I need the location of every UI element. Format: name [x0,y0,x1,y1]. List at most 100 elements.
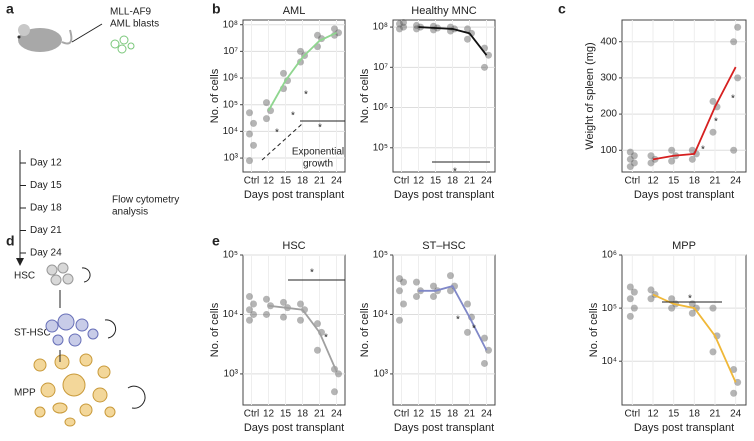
y-axis-label: No. of cells [209,302,221,357]
trend-line [652,66,737,161]
replicate-point [430,282,437,290]
y-tick-label: 10⁸ [373,22,388,33]
replicate-point [630,304,638,312]
label: analysis [112,207,148,218]
y-tick-label: 10⁴ [223,309,238,320]
replicate-point [331,25,338,33]
x-tick-label: 15 [430,409,442,420]
replicate-point [668,157,676,165]
replicate-point [626,163,634,171]
replicate-point [280,313,287,321]
replicate-point [263,115,270,123]
trend-line [418,26,488,56]
replicate-point [413,293,420,301]
replicate-point [647,152,655,160]
replicate-point [297,300,304,308]
st-hsc-cells [45,313,99,347]
replicate-point [400,300,407,308]
y-tick-label: 10⁶ [373,102,388,113]
chart-title: HSC [282,240,305,252]
x-tick-label: Ctrl [625,176,641,187]
x-tick-label: 18 [689,176,701,187]
replicate-point [734,23,742,31]
replicate-point [314,31,321,39]
replicate-point [626,283,634,291]
replicate-point [447,272,454,280]
replicate-point [630,159,638,167]
y-tick-label: 400 [600,36,617,47]
replicate-point [396,20,403,28]
y-tick-label: 10⁶ [602,250,617,261]
timeline-arrow [16,258,24,266]
panel-letter: b [212,1,221,17]
chart-title: ST–HSC [422,240,465,252]
x-tick-label: 24 [481,176,493,187]
replicate-point [464,300,471,308]
x-tick-label: 12 [263,409,275,420]
replicate-point [246,157,253,165]
y-tick-label: 10⁵ [373,142,388,153]
chart-title: MPP [672,240,696,252]
replicate-point [709,128,717,136]
x-tick-label: 18 [297,409,309,420]
replicate-point [263,99,270,107]
replicate-point [400,23,407,31]
replicate-point [246,293,253,301]
replicate-point [734,74,742,82]
x-tick-label: 12 [413,176,425,187]
label: MLL-AF9 [110,7,152,18]
x-tick-label: 18 [447,409,459,420]
y-tick-label: 300 [600,73,617,84]
trend-line [418,285,488,351]
replicate-point [246,109,253,117]
replicate-point [730,38,738,46]
replicate-point [626,295,634,303]
x-tick-label: Ctrl [244,176,260,187]
y-tick-label: 10⁵ [223,99,238,110]
plot-area [392,19,496,173]
replicate-point [668,146,676,154]
x-axis-label: Days post transplant [244,189,344,201]
x-tick-label: 15 [668,409,680,420]
annotation: * [472,324,476,335]
y-tick-label: 10⁶ [223,73,238,84]
chart-title: Healthy MNC [411,5,476,17]
y-tick-label: 10⁵ [223,250,238,261]
x-tick-label: Ctrl [244,409,260,420]
day-label: Day 18 [30,203,62,214]
replicate-point [688,155,696,163]
x-tick-label: 24 [331,409,343,420]
y-tick-label: 10⁴ [602,356,617,367]
x-tick-label: 21 [314,409,326,420]
replicate-point [668,304,676,312]
replicate-point [630,152,638,160]
y-axis-label: Weight of spleen (mg) [584,42,596,149]
replicate-point [485,51,492,59]
replicate-point [630,288,638,296]
plot-area [621,19,747,173]
replicate-point [250,310,257,318]
replicate-point [297,47,304,55]
annotation: * [324,333,328,344]
day-label: Day 21 [30,225,62,236]
replicate-point [709,97,717,105]
x-tick-label: Ctrl [394,176,410,187]
annotation: * [701,145,705,156]
x-tick-label: 15 [280,409,292,420]
replicate-point [396,316,403,324]
replicate-point [400,19,407,27]
y-tick-label: 10⁷ [223,46,238,57]
replicate-point [263,310,270,318]
x-axis-label: Days post transplant [394,422,494,434]
guide-line [261,123,303,161]
replicate-point [447,287,454,295]
replicate-point [481,334,488,342]
replicate-point [335,29,342,37]
x-tick-label: 24 [730,409,742,420]
replicate-point [485,346,492,354]
replicate-point [250,300,257,308]
x-axis-label: Days post transplant [634,422,734,434]
replicate-point [709,304,717,312]
replicate-point [396,275,403,283]
chart-title: AML [283,5,306,17]
